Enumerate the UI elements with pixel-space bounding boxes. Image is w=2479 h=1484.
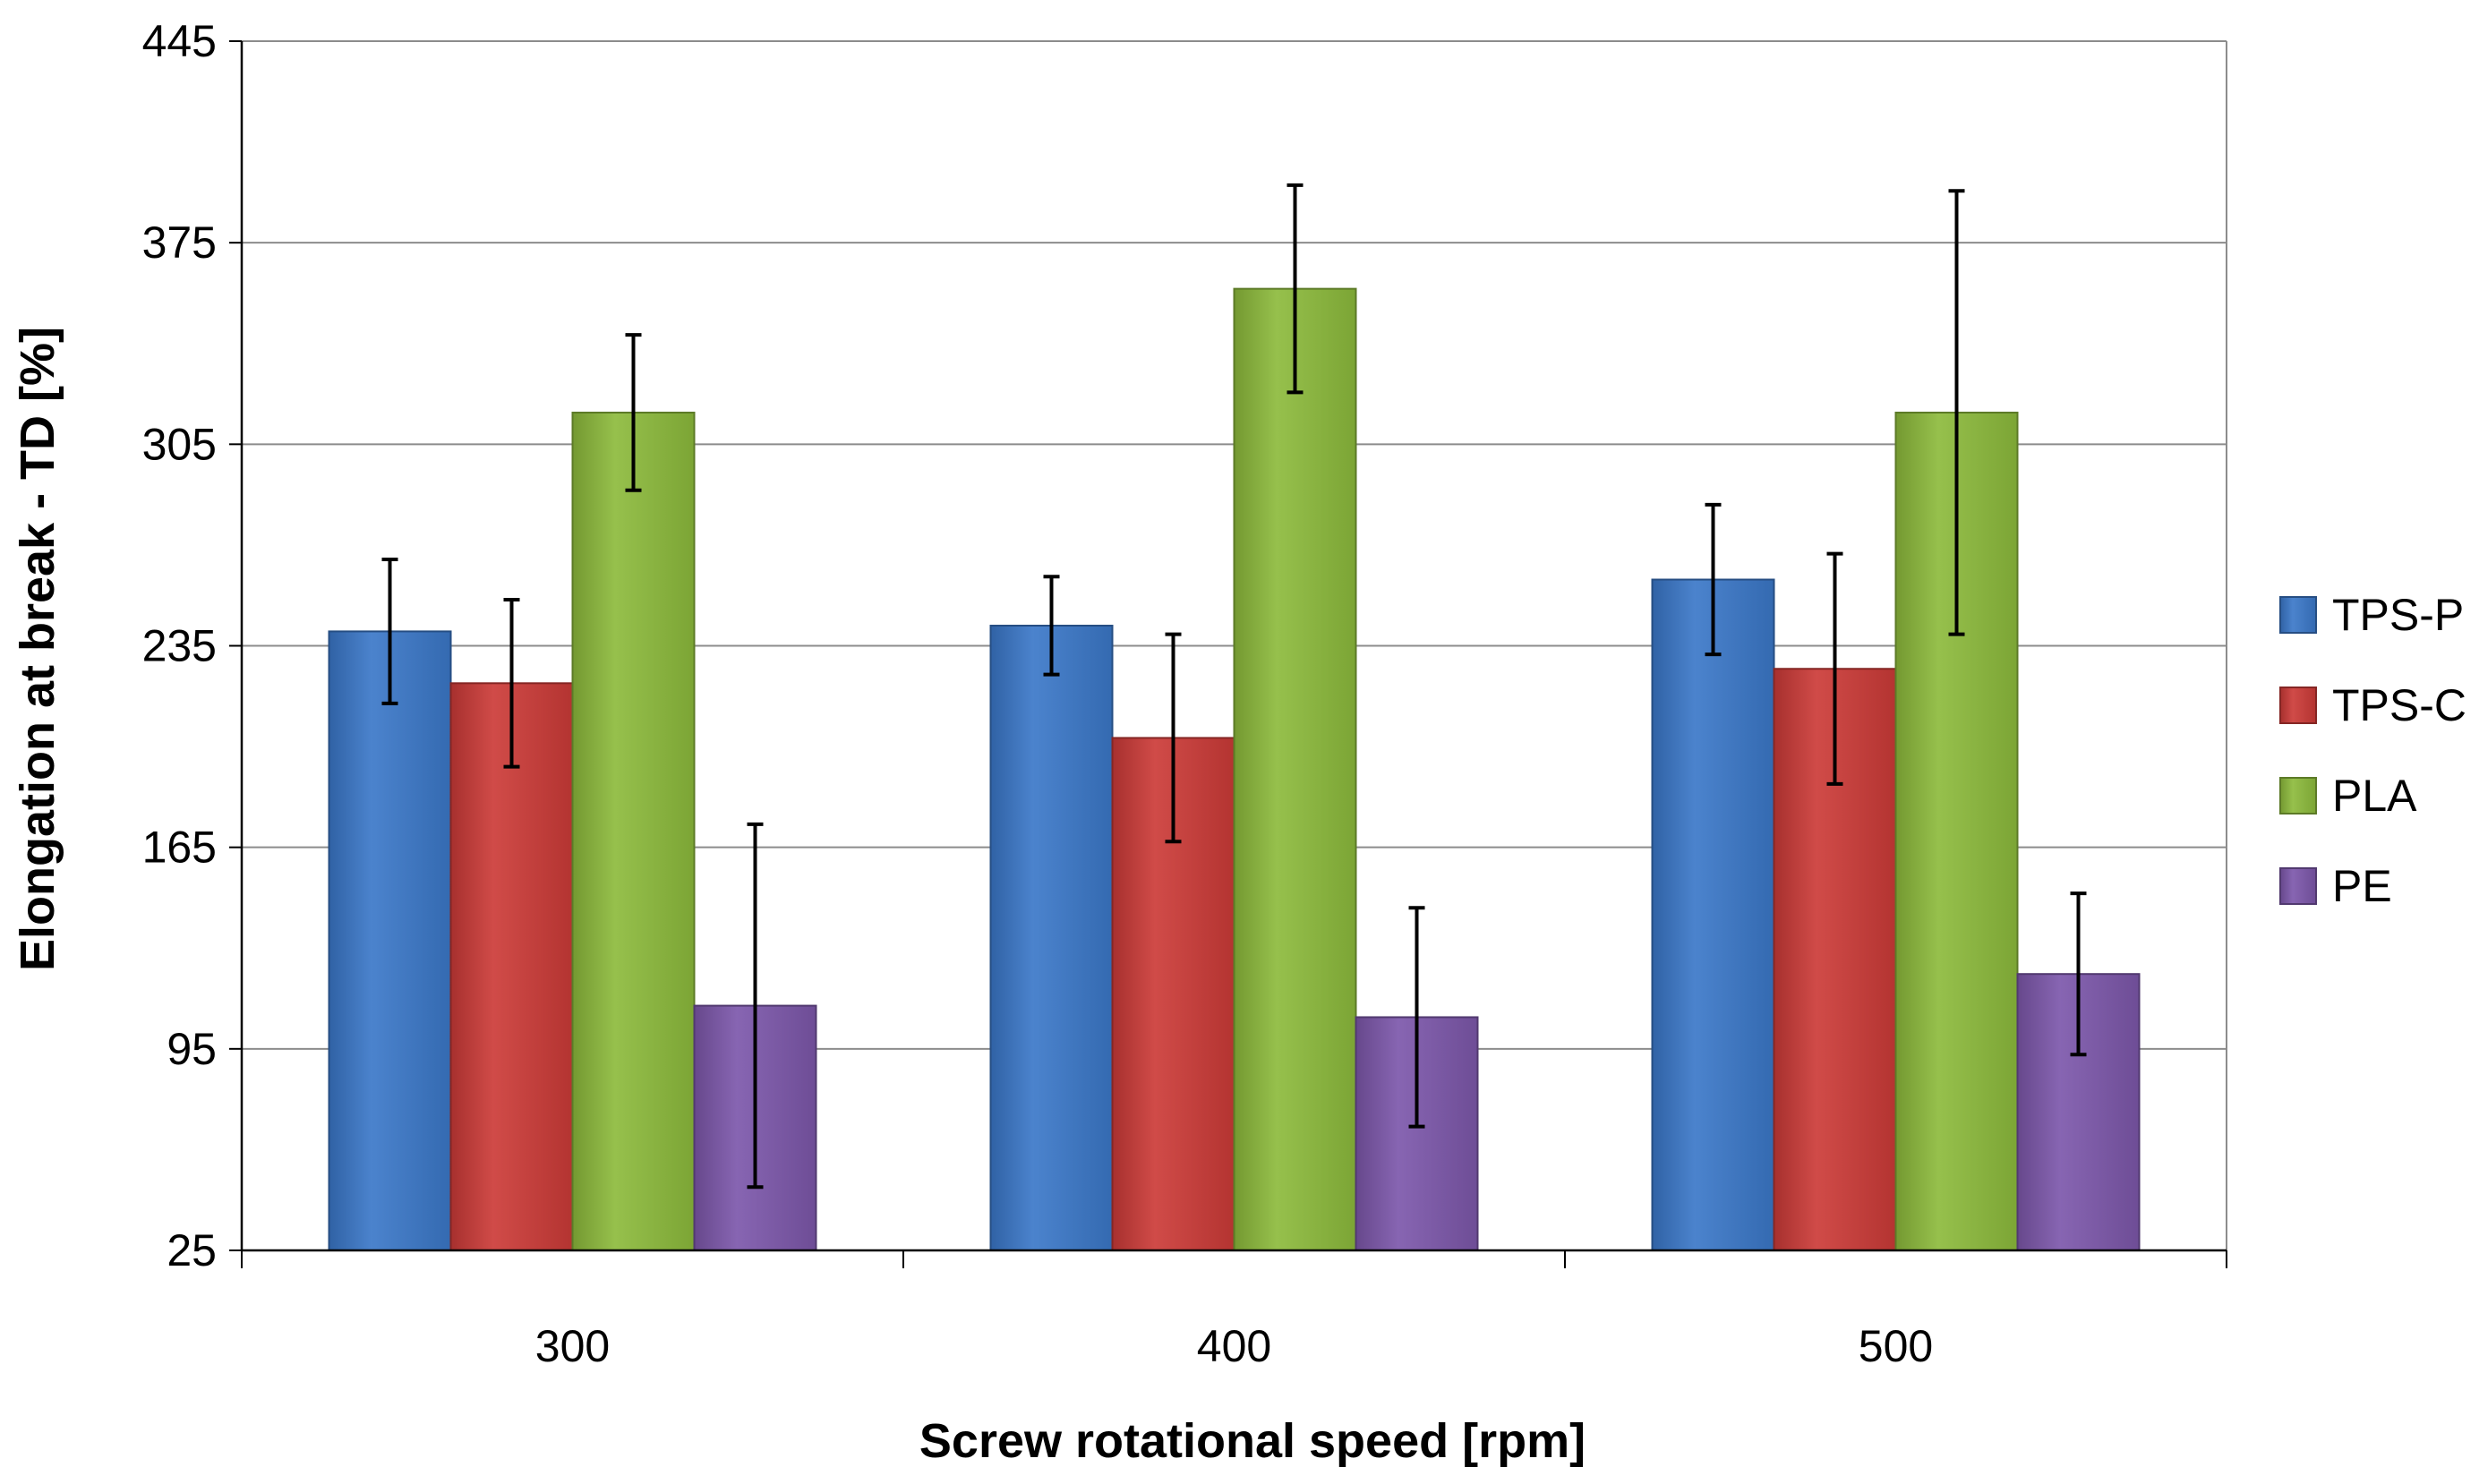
error-bar-pe-400 [1408, 906, 1425, 1129]
bars [328, 287, 2141, 1252]
legend-swatch [2279, 687, 2317, 724]
legend-item-tps-p: TPS-P [2279, 590, 2464, 640]
error-bar-tps-p-400 [1043, 575, 1060, 677]
legend-item-pe: PE [2279, 861, 2392, 911]
error-bar-tps-c-400 [1165, 632, 1182, 844]
bar-pla-300 [571, 411, 696, 1251]
y-tick-label: 375 [142, 217, 217, 268]
legend-item-tps-c: TPS-C [2279, 680, 2466, 730]
y-tick-label: 445 [142, 16, 217, 66]
axes: 25 95 165 235 305 375 445 300 400 500 [142, 16, 2227, 1371]
bar-tps-p-300 [328, 630, 452, 1251]
error-bar-pe-500 [2070, 891, 2087, 1057]
legend-swatch [2279, 596, 2317, 634]
error-bar-pe-300 [747, 822, 764, 1190]
legend: TPS-P TPS-C PLA PE [2279, 590, 2466, 911]
y-tick-label: 25 [167, 1225, 217, 1275]
legend-label: TPS-P [2332, 590, 2464, 640]
error-bar-tps-c-500 [1826, 551, 1843, 786]
bar-pla-400 [1233, 287, 1357, 1252]
error-bar-tps-p-300 [381, 558, 398, 705]
axis-labels: Screw rotational speed [rpm] Elongation … [11, 327, 1586, 1468]
y-tick-label: 165 [142, 823, 217, 873]
error-bar-pla-400 [1287, 183, 1304, 395]
y-tick-label: 95 [167, 1024, 217, 1074]
legend-item-pla: PLA [2279, 771, 2417, 821]
bar-tps-p-500 [1651, 578, 1775, 1251]
bar-pe-500 [2016, 973, 2141, 1251]
x-tick-label: 400 [1197, 1321, 1271, 1371]
error-bars [381, 183, 2087, 1190]
y-tick-label: 235 [142, 621, 217, 671]
y-axis-title: Elongation at break - TD [%] [11, 327, 64, 971]
y-tick-label: 305 [142, 419, 217, 469]
x-tick-label: 500 [1859, 1321, 1933, 1371]
error-bar-pla-300 [625, 333, 642, 492]
x-tick-label: 300 [535, 1321, 610, 1371]
legend-label: PE [2332, 861, 2392, 911]
legend-label: TPS-C [2332, 680, 2466, 730]
error-bar-tps-p-500 [1705, 502, 1722, 657]
error-bar-pla-500 [1948, 189, 1965, 636]
legend-swatch [2279, 777, 2317, 814]
bar-tps-p-400 [989, 624, 1114, 1251]
x-axis-title: Screw rotational speed [rpm] [919, 1414, 1586, 1468]
error-bar-tps-c-300 [503, 598, 520, 769]
legend-swatch [2279, 867, 2317, 905]
legend-label: PLA [2332, 771, 2417, 821]
